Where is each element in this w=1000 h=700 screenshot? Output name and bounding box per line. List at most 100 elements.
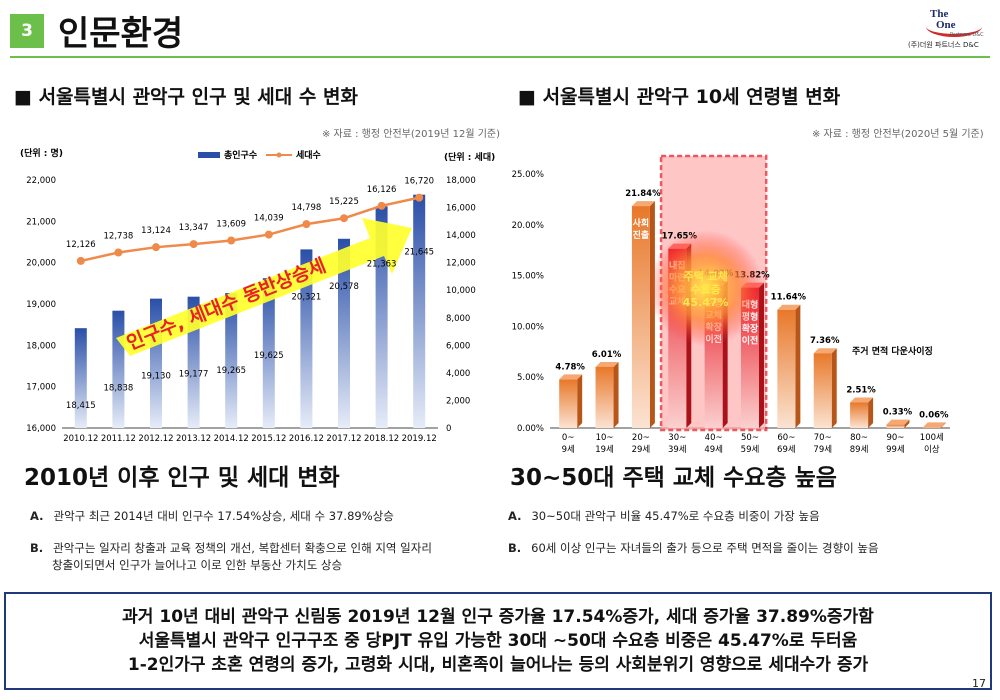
x-tick-label: 80~ 89세 (850, 433, 869, 455)
x-tick-label: 2012.12 (138, 434, 173, 444)
left-tick-label: 19,000 (26, 300, 56, 310)
population-bar (150, 298, 162, 428)
x-tick-label: 2014.12 (214, 434, 249, 444)
right-tick-label: 14,000 (446, 231, 476, 241)
x-tick-label: 40~ 49세 (704, 433, 723, 455)
summary-line: 1-2인가구 초혼 연령의 증가, 고령화 시대, 비혼족이 늘어나는 등의 사… (127, 655, 869, 675)
left-tick-label: 22,000 (26, 176, 56, 186)
population-bar (338, 238, 350, 428)
right-tick-label: 6,000 (446, 341, 470, 351)
bullet-text: 30~50대 관악구 비율 45.47%로 수요층 비중이 가장 높음 (531, 509, 820, 523)
population-household-chart: (단위 : 명) (단위 : 세대) 16,000 17,000 18,000 19,00… (20, 147, 495, 444)
right-tick-label: 10,000 (446, 286, 476, 296)
right-headline: 30~50대 주택 교체 수요층 높음 (510, 465, 837, 491)
x-tick-label: 2017.12 (326, 434, 361, 444)
bullet-text-line1: 관악구는 일자리 창출과 교육 정책의 개선, 복합센터 확충으로 인해 지역 … (53, 541, 432, 555)
household-value-label: 12,738 (104, 231, 134, 241)
right-tick-label: 0 (446, 424, 451, 434)
population-value-label: 20,321 (292, 292, 322, 302)
left-source-note: ※ 자료 : 행정 안전부(2019년 12월 기준) (322, 129, 500, 140)
population-value-label: 19,625 (254, 351, 284, 361)
population-bar (112, 310, 125, 428)
legend-swatch-population (198, 152, 220, 158)
x-tick-label: 2018.12 (364, 434, 399, 444)
right-tick-label: 16,000 (446, 204, 476, 214)
household-value-label: 14,798 (292, 203, 322, 213)
legend-marker-household (276, 152, 282, 158)
x-tick-label: 30~ 39세 (668, 433, 687, 455)
bullet-label: A. (508, 509, 522, 523)
age-value-label: 7.36% (810, 336, 840, 346)
legend-label-population: 총인구수 (224, 149, 257, 161)
bar-side (904, 419, 910, 428)
age-distribution-chart: 0.00% 5.00% 10.00% 15.00% 20.00% 25.00% 4.78% 0… (512, 154, 950, 455)
population-bar (375, 206, 388, 428)
x-tick-label: 90~ 99세 (886, 433, 905, 455)
right-axis-unit: (단위 : 세대) (444, 151, 495, 163)
bar-side (795, 304, 801, 428)
x-tick-label: 50~ 59세 (741, 433, 760, 455)
household-point (76, 256, 85, 265)
legend-label-household: 세대수 (296, 149, 321, 161)
downsizing-annotation: 주거 면적 다운사이징 (852, 345, 933, 357)
household-point (152, 243, 160, 252)
population-bar (262, 278, 275, 428)
age-bar (777, 309, 796, 428)
bar-top (595, 361, 619, 367)
y-tick-label: 5.00% (517, 373, 544, 383)
household-value-label: 13,609 (216, 219, 246, 229)
household-value-label: 13,124 (141, 226, 171, 236)
bar-top (850, 397, 874, 403)
bullet-text: 관악구 최근 2014년 대비 인구수 17.54%상승, 세대 수 37.89… (53, 509, 394, 523)
bar-top (559, 374, 583, 380)
y-tick-label: 0.00% (517, 424, 544, 434)
household-point (377, 201, 386, 210)
trend-arrow-icon (116, 218, 412, 356)
population-value-label: 19,265 (216, 366, 246, 376)
population-value-label: 18,838 (104, 384, 134, 394)
left-tick-label: 20,000 (26, 259, 56, 269)
population-value-label: 18,415 (66, 401, 96, 411)
bar-top (922, 422, 946, 428)
page-title: 인문환경 (58, 14, 184, 54)
age-bar (886, 424, 905, 428)
left-tick-label: 21,000 (26, 217, 56, 227)
bullet-label: A. (30, 509, 44, 523)
x-tick-label: 2013.12 (176, 434, 211, 444)
household-value-label: 16,720 (404, 177, 434, 187)
right-tick-label: 8,000 (446, 314, 470, 324)
x-tick-label: 20~ 29세 (632, 433, 651, 455)
household-value-label: 16,126 (367, 185, 397, 195)
highlight-annotation: 주택 교체 수요층 45.47% (683, 269, 729, 309)
right-tick-label: 2,000 (446, 396, 470, 406)
household-value-label: 12,126 (66, 240, 96, 250)
right-tick-label: 12,000 (446, 259, 476, 269)
household-point (340, 214, 348, 223)
left-tick-label: 17,000 (26, 383, 56, 393)
logo-company-name: (주)더원 파트너스 D&C (908, 41, 979, 49)
population-value-label: 19,130 (141, 372, 171, 382)
y-tick-label: 25.00% (512, 170, 544, 180)
age-value-label: 11.64% (771, 293, 807, 303)
x-tick-label: 60~ 69세 (777, 433, 796, 455)
left-bullet-b: B. 관악구는 일자리 창출과 교육 정책의 개선, 복합센터 확충으로 인해 지… (30, 540, 432, 574)
left-tick-label: 18,000 (26, 341, 56, 351)
right-source-note: ※ 자료 : 행정 안전부(2020년 5월 기준) (812, 129, 984, 140)
y-tick-label: 20.00% (512, 221, 544, 231)
bar-side (649, 201, 655, 428)
right-tick-label: 18,000 (446, 176, 476, 186)
bullet-label: B. (508, 541, 522, 555)
bar-top (777, 304, 801, 310)
household-value-label: 14,039 (254, 214, 284, 224)
logo-text-one: One (936, 19, 956, 31)
bar-side (759, 282, 764, 428)
x-tick-label: 0~ 9세 (562, 433, 575, 455)
age-value-label: 0.33% (883, 408, 913, 418)
household-point (227, 236, 236, 245)
summary-line: 서울특별시 관악구 인구구조 중 당PJT 유입 가능한 30대 ~50대 수요… (138, 631, 858, 651)
household-value-label: 15,225 (329, 197, 359, 207)
age-value-label: 2.51% (846, 385, 876, 395)
age-bar (631, 206, 650, 428)
company-logo: The One Partners D&C (주)더원 파트너스 D&C (906, 6, 988, 52)
highlight-glow (647, 230, 764, 346)
